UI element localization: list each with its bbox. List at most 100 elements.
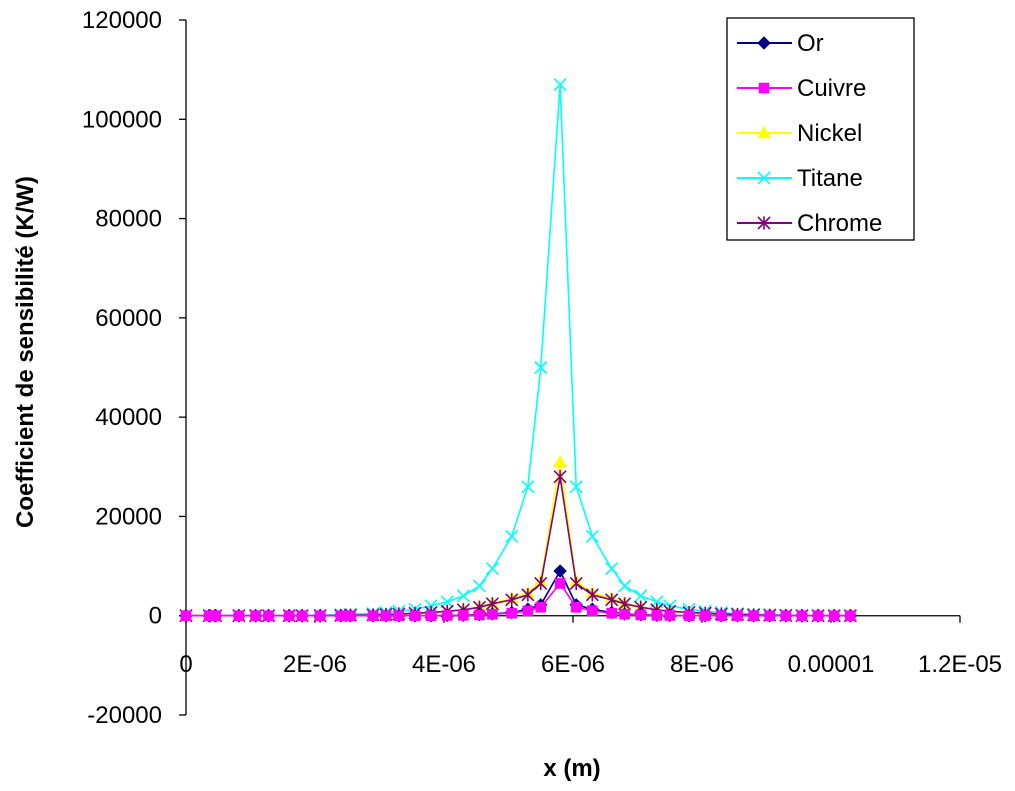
x-tick-label: 1.2E-05	[918, 651, 1002, 678]
data-point-square	[409, 610, 421, 622]
data-point-x	[505, 529, 519, 543]
data-point-x	[440, 595, 454, 609]
data-point-square	[758, 82, 770, 94]
data-point-square	[283, 610, 295, 622]
x-tick-label: 4E-06	[412, 651, 476, 678]
data-point-square	[441, 610, 453, 621]
data-point-square	[651, 610, 663, 621]
data-point-square	[732, 610, 743, 622]
data-point-asterisk	[505, 593, 519, 607]
data-point-x	[618, 579, 632, 593]
data-point-diamond	[757, 36, 771, 50]
y-tick-label: 40000	[95, 404, 162, 431]
data-point-square	[587, 605, 598, 617]
data-point-square	[345, 610, 356, 622]
data-point-square	[393, 610, 405, 622]
y-tick-label: 100000	[82, 106, 162, 133]
y-tick-label: 120000	[82, 7, 162, 34]
y-axis-title: Coefficient de sensibilité (K/W)	[12, 176, 39, 528]
data-point-square	[367, 610, 379, 622]
data-point-square	[296, 610, 308, 622]
series-line	[186, 569, 851, 617]
data-point-square	[180, 610, 192, 622]
x-tick-label: 6E-06	[541, 651, 605, 678]
data-point-square	[635, 609, 647, 621]
data-point-square	[380, 610, 392, 622]
data-point-square	[828, 610, 840, 622]
data-point-square	[845, 610, 856, 622]
legend-item-cuivre: Cuivre	[737, 75, 866, 102]
data-point-square	[522, 605, 534, 617]
legend: Or Cuivre Nickel Titane Chrome	[726, 17, 915, 241]
series-chrome	[179, 470, 857, 623]
data-point-asterisk	[605, 593, 619, 607]
data-point-asterisk	[553, 470, 567, 484]
x-axis-title: x (m)	[543, 755, 600, 782]
data-point-square	[233, 610, 245, 622]
legend-label: Titane	[797, 165, 863, 192]
series-line	[186, 476, 851, 617]
y-tick-label: -20000	[87, 702, 162, 729]
x-tick-label: 2E-06	[283, 651, 347, 678]
data-point-square	[314, 610, 326, 622]
data-point-asterisk	[534, 576, 548, 591]
series-cuivre	[180, 578, 856, 622]
x-tick-label: 0	[179, 651, 192, 678]
data-point-x	[424, 599, 438, 613]
data-point-triangle	[757, 125, 771, 139]
data-point-square	[535, 601, 547, 613]
data-point-square	[764, 610, 776, 622]
y-tick-label: 0	[149, 603, 162, 630]
data-point-x	[605, 561, 619, 576]
data-point-square	[683, 610, 695, 622]
data-point-square	[335, 610, 347, 622]
data-point-square	[812, 610, 824, 622]
data-point-x	[757, 171, 771, 185]
legend-label: Cuivre	[797, 75, 866, 102]
legend-item-or: Or	[737, 30, 824, 57]
data-point-asterisk	[585, 588, 599, 602]
data-point-square	[474, 609, 485, 621]
data-point-x	[634, 589, 648, 603]
legend-label: Or	[797, 30, 824, 57]
y-tick-label: 80000	[95, 206, 162, 233]
x-tick-label: 8E-06	[670, 651, 734, 678]
data-point-x	[485, 561, 499, 576]
data-point-x	[521, 480, 535, 494]
data-point-square	[716, 610, 727, 622]
data-point-x	[472, 579, 487, 593]
data-point-square	[250, 610, 261, 622]
data-point-square	[506, 607, 518, 619]
data-point-triangle	[553, 454, 567, 468]
legend-item-chrome: Chrome	[737, 210, 882, 237]
data-point-square	[796, 610, 808, 622]
data-point-square	[699, 610, 711, 622]
data-point-square	[263, 610, 274, 622]
data-point-square	[425, 610, 437, 622]
data-point-asterisk	[569, 576, 583, 591]
data-point-square	[570, 601, 582, 613]
legend-item-nickel: Nickel	[737, 120, 862, 147]
data-point-x	[456, 589, 470, 603]
legend-box	[726, 17, 915, 241]
x-tick-label: 0.00001	[788, 651, 875, 678]
series-layer	[179, 77, 858, 623]
data-point-x	[534, 360, 548, 375]
data-point-x	[585, 529, 599, 543]
data-point-square	[748, 610, 759, 622]
data-point-square	[606, 607, 618, 619]
data-point-asterisk	[521, 588, 535, 602]
data-point-square	[664, 610, 676, 621]
y-tick-label: 60000	[95, 305, 162, 332]
data-point-x	[569, 480, 583, 494]
data-point-square	[619, 608, 630, 620]
y-tick-label: 20000	[95, 503, 162, 530]
data-point-asterisk	[757, 216, 771, 230]
data-point-square	[458, 610, 469, 621]
series-line	[186, 461, 851, 617]
legend-item-titane: Titane	[737, 165, 863, 192]
data-point-x	[553, 77, 567, 92]
axes: -20000 0 20000 40000 60000 80000 100000 120000 0…	[82, 7, 1002, 729]
series-nickel	[179, 454, 858, 622]
